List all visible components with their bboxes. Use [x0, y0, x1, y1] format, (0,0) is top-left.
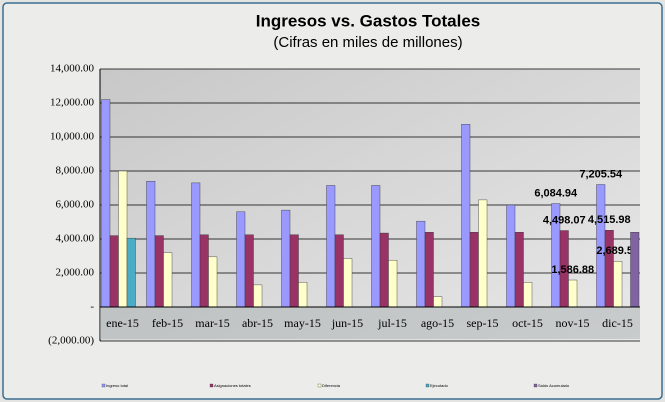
y-tick-label: 2,000.00 — [56, 267, 95, 279]
bar — [199, 234, 209, 308]
chart-title: Ingresos vs. Gastos Totales — [256, 11, 481, 30]
data-label: 4,515.98 — [588, 214, 631, 226]
legend-swatch — [317, 383, 322, 388]
bar — [126, 237, 136, 308]
bar — [236, 211, 246, 308]
bar — [334, 234, 344, 308]
legend-label: Ingreso total — [106, 383, 128, 388]
x-tick-label: jun-15 — [331, 316, 363, 330]
y-tick-label: 8,000.00 — [56, 165, 95, 177]
bar — [506, 204, 516, 308]
bar — [118, 170, 128, 308]
y-tick-label: - — [90, 301, 94, 313]
x-tick-label: oct-15 — [512, 316, 543, 330]
y-tick-label: 10,000.00 — [50, 131, 95, 143]
bar — [379, 232, 389, 308]
data-label: 4,498.07 — [543, 214, 586, 226]
y-tick-label: 6,000.00 — [56, 199, 95, 211]
bar — [371, 185, 381, 308]
data-label: 6,084.94 — [534, 187, 578, 199]
data-label: 7,205.54 — [579, 168, 623, 180]
bar — [478, 199, 488, 308]
data-label: 1,586.88 — [551, 264, 594, 276]
bar — [101, 99, 111, 308]
bar — [433, 296, 443, 308]
bar — [568, 279, 578, 308]
bar — [416, 220, 426, 308]
category-band — [100, 307, 640, 339]
bar — [514, 231, 524, 308]
x-tick-label: dic-15 — [602, 316, 633, 330]
legend-swatch — [533, 383, 538, 388]
x-tick-label: feb-15 — [152, 316, 183, 330]
data-label: 2,689.57 — [596, 245, 639, 257]
bar — [191, 182, 201, 308]
bar — [244, 234, 254, 308]
bar — [154, 235, 164, 308]
bar — [109, 235, 119, 308]
bar — [424, 231, 434, 308]
legend-label: Saldo Acumulado — [538, 383, 570, 388]
bar — [281, 209, 291, 308]
bar — [298, 282, 308, 308]
legend-label: Diferencia — [322, 383, 341, 388]
legend-swatch — [425, 383, 430, 388]
x-tick-label: jul-15 — [377, 316, 407, 330]
x-tick-label: sep-15 — [467, 316, 499, 330]
bar — [289, 234, 299, 308]
legend-swatch — [209, 383, 214, 388]
bar — [163, 252, 173, 308]
bar — [208, 256, 218, 308]
x-tick-label: mar-15 — [195, 316, 229, 330]
bar — [604, 230, 614, 308]
bar — [146, 180, 156, 308]
bar — [343, 258, 353, 308]
bar — [613, 261, 623, 308]
y-tick-label: (2,000.00) — [48, 335, 94, 347]
x-tick-label: ene-15 — [106, 316, 139, 330]
y-tick-label: 12,000.00 — [50, 97, 95, 109]
bar — [326, 185, 336, 308]
y-tick-label: 4,000.00 — [56, 233, 95, 245]
bar — [630, 231, 640, 308]
bar — [523, 282, 533, 308]
bar — [253, 284, 263, 308]
legend-swatch — [101, 383, 106, 388]
bar — [388, 260, 398, 308]
bar — [461, 124, 471, 308]
x-tick-label: nov-15 — [556, 316, 590, 330]
legend-label: Ejecutado — [430, 383, 449, 388]
x-tick-label: ago-15 — [421, 316, 454, 330]
x-tick-label: may-15 — [284, 316, 321, 330]
x-tick-label: abr-15 — [242, 316, 273, 330]
y-tick-label: 14,000.00 — [50, 63, 95, 75]
bar — [469, 231, 479, 308]
chart-subtitle: (Cifras en miles de millones) — [273, 34, 462, 51]
legend-label: Asignaciones totales — [214, 383, 251, 388]
